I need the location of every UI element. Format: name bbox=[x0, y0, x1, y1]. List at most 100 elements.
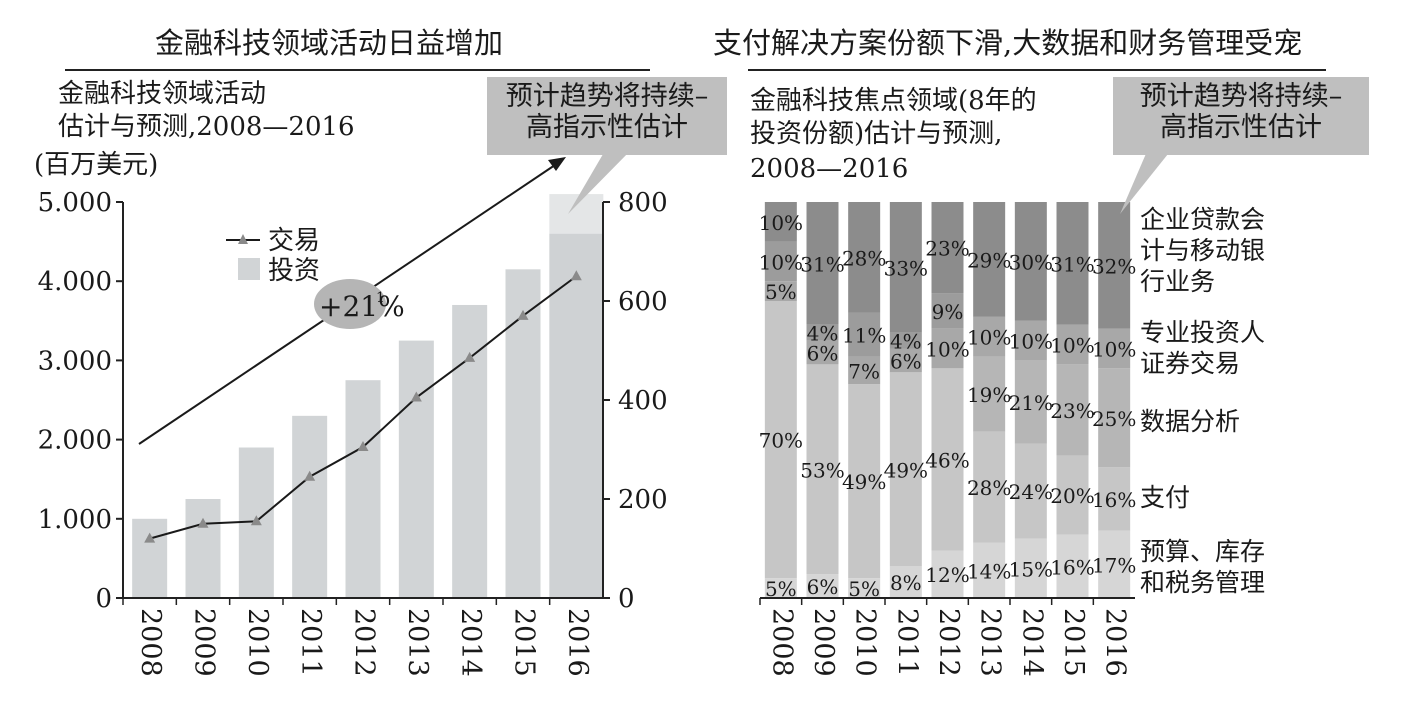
stack-segment-2008-1 bbox=[764, 301, 797, 579]
stack-segment-2009-1 bbox=[806, 364, 839, 575]
segment-value-label: 49% bbox=[884, 458, 928, 482]
segment-value-label: 12% bbox=[925, 563, 969, 587]
stack-segment-2010-3 bbox=[848, 356, 881, 385]
segment-value-label: 28% bbox=[842, 246, 886, 270]
stack-segment-2009-0 bbox=[806, 574, 839, 598]
bar-2008 bbox=[132, 518, 168, 598]
left-callout-line1: 预计趋势将持续– bbox=[505, 81, 709, 112]
left-header-rule bbox=[65, 69, 650, 71]
left-chart: 0 1.000 2.000 3.000 4.000 5.000 0 200 400 600 800 2… bbox=[38, 149, 668, 677]
stack-segment-2011-3 bbox=[889, 348, 922, 373]
segment-value-label: 5% bbox=[765, 280, 797, 304]
segment-value-label: 17% bbox=[1092, 553, 1136, 577]
stack-segment-2010-4 bbox=[848, 312, 881, 357]
segment-value-label: 10% bbox=[1009, 330, 1053, 354]
segment-label-payments: 支付 bbox=[1140, 483, 1191, 512]
stack-segment-2009-5 bbox=[806, 202, 839, 325]
right-tick-label: 400 bbox=[618, 386, 668, 416]
stack-segment-2009-4 bbox=[806, 324, 839, 341]
segment-value-label: 6% bbox=[890, 349, 922, 373]
legend-line-label: 交易 bbox=[268, 226, 320, 256]
segment-label-analytics: 数据分析 bbox=[1140, 407, 1241, 436]
stack-segment-2014-0 bbox=[1014, 538, 1047, 598]
segment-value-label: 23% bbox=[925, 237, 969, 261]
x-tick-label: 2015 bbox=[509, 608, 540, 677]
segment-value-label: 10% bbox=[1092, 338, 1136, 362]
bar-2012 bbox=[345, 380, 381, 598]
stack-segment-2015-5 bbox=[1056, 202, 1089, 325]
stack-segment-2008-3 bbox=[764, 281, 797, 301]
right-subtitle-line3: 2008—2016 bbox=[750, 154, 909, 184]
segment-value-label: 31% bbox=[1050, 252, 1094, 276]
stack-segment-2014-2 bbox=[1014, 360, 1047, 444]
segment-label-lending: 企业贷款会 计与移动银 行业务 bbox=[1140, 205, 1266, 296]
stack-segment-2010-5 bbox=[848, 202, 881, 313]
segment-value-label: 19% bbox=[967, 383, 1011, 407]
stack-segment-2016-1 bbox=[1098, 467, 1131, 531]
segment-value-label: 14% bbox=[967, 559, 1011, 583]
segment-value-label: 24% bbox=[1009, 480, 1053, 504]
segment-label-trading: 专业投资人 证券交易 bbox=[1140, 318, 1266, 378]
segment-value-label: 46% bbox=[925, 448, 969, 472]
stack-segment-2008-4 bbox=[764, 241, 797, 282]
right-tick-label: 600 bbox=[618, 287, 668, 317]
stack-segment-2011-4 bbox=[889, 332, 922, 349]
segment-value-label: 10% bbox=[759, 211, 803, 235]
left-tick-label: 4.000 bbox=[38, 267, 112, 297]
left-callout-pointer bbox=[568, 149, 632, 214]
stack-segment-2009-3 bbox=[806, 340, 839, 365]
stack-segment-2015-1 bbox=[1056, 455, 1089, 535]
x-tick-label: 2013 bbox=[402, 608, 433, 677]
right-forecast-callout: 预计趋势将持续– 高指示性估计 bbox=[1113, 77, 1369, 155]
transactions-point-2016 bbox=[570, 270, 582, 281]
segment-value-label: 8% bbox=[890, 571, 922, 595]
segment-value-label: 70% bbox=[759, 429, 803, 453]
right-x-tick-label: 2010 bbox=[850, 608, 881, 677]
transactions-point-2014 bbox=[464, 351, 476, 362]
stack-segment-2012-1 bbox=[931, 368, 964, 551]
bar-2011 bbox=[292, 415, 328, 598]
left-header: 金融科技领域活动日益增加 bbox=[155, 26, 504, 60]
transactions-point-2011 bbox=[304, 470, 316, 481]
transactions-point-2008 bbox=[144, 532, 156, 543]
segment-value-label: 29% bbox=[967, 248, 1011, 272]
right-x-tick-label: 2013 bbox=[975, 608, 1006, 677]
stack-segment-2008-0 bbox=[764, 578, 797, 598]
segment-value-label: 15% bbox=[1009, 557, 1053, 581]
segment-value-label: 25% bbox=[1092, 407, 1136, 431]
growth-footnote: 1 bbox=[376, 290, 385, 306]
left-subtitle-line2: 估计与预测,2008—2016 bbox=[58, 112, 355, 142]
legend-bar-label: 投资 bbox=[268, 256, 320, 286]
left-subtitle-line1: 金融科技领域活动 bbox=[58, 79, 267, 109]
bar-2013 bbox=[398, 340, 434, 598]
x-tick-label: 2012 bbox=[349, 608, 380, 677]
stack-segment-2010-0 bbox=[848, 578, 881, 598]
segment-value-label: 4% bbox=[807, 322, 839, 346]
right-header-rule bbox=[748, 69, 1326, 71]
right-tick-label: 800 bbox=[618, 188, 668, 218]
stack-segment-2012-5 bbox=[931, 202, 964, 294]
stack-segment-2014-3 bbox=[1014, 320, 1047, 361]
segment-value-label: 9% bbox=[932, 300, 964, 324]
stack-segment-2008-5 bbox=[764, 202, 797, 242]
transactions-point-2010 bbox=[250, 515, 262, 526]
segment-value-label: 16% bbox=[1050, 555, 1094, 579]
segment-value-label: 10% bbox=[925, 338, 969, 362]
stack-segment-2016-5 bbox=[1098, 202, 1131, 329]
segment-value-label: 6% bbox=[807, 575, 839, 599]
stack-segment-2015-0 bbox=[1056, 534, 1089, 598]
growth-label: +21% bbox=[319, 290, 405, 323]
segment-value-label: 28% bbox=[967, 476, 1011, 500]
stack-segment-2013-3 bbox=[973, 316, 1006, 357]
right-tick-label: 200 bbox=[618, 485, 668, 515]
stack-segment-2013-0 bbox=[973, 542, 1006, 598]
left-tick-label: 2.000 bbox=[38, 426, 112, 456]
segment-value-label: 32% bbox=[1092, 254, 1136, 278]
x-tick-label: 2011 bbox=[295, 608, 326, 677]
segment-value-label: 33% bbox=[884, 256, 928, 280]
segment-value-label: 21% bbox=[1009, 391, 1053, 415]
stack-segment-2014-1 bbox=[1014, 443, 1047, 539]
stack-segment-2011-5 bbox=[889, 202, 922, 333]
transactions-point-2013 bbox=[410, 391, 422, 402]
